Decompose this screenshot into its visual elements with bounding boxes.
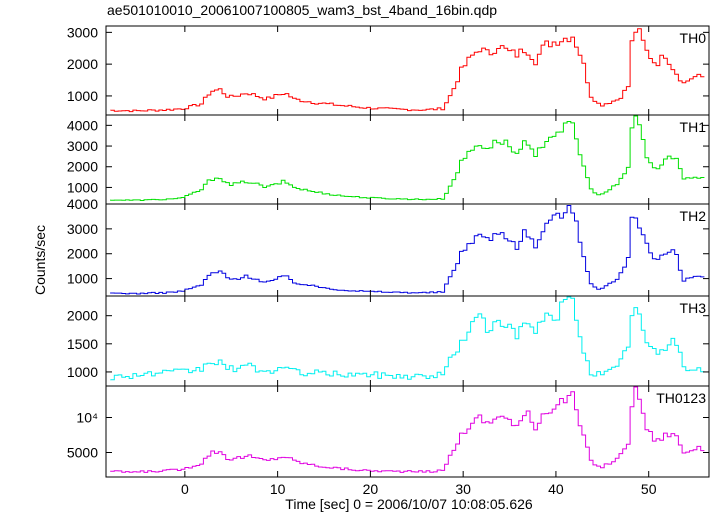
x-axis-label: Time [sec] 0 = 2006/10/07 10:08:05.626 — [285, 496, 533, 512]
series-line-th0123 — [110, 386, 705, 473]
chart-title: ae501010010_20061007100805_wam3_bst_4ban… — [107, 2, 498, 18]
panel-frame-th0 — [105, 25, 710, 116]
panel-frame-th1 — [105, 114, 710, 205]
y-tick-label: 1000 — [67, 88, 98, 104]
series-line-th0 — [110, 28, 705, 113]
series-label-th1: TH1 — [680, 119, 707, 135]
series-label-th0: TH0 — [680, 30, 707, 46]
x-tick-label: 0 — [181, 481, 189, 497]
y-tick-label: 2000 — [67, 308, 98, 324]
y-tick-label: 1000 — [67, 364, 98, 380]
y-tick-label: 5000 — [67, 445, 98, 461]
x-tick-label: 20 — [363, 481, 379, 497]
panel-frame-th3 — [105, 295, 710, 387]
x-tick-label: 30 — [455, 481, 471, 497]
panel-frame-th0123 — [105, 385, 710, 478]
y-tick-label: 3000 — [67, 24, 98, 40]
y-tick-label: 10⁴ — [76, 410, 98, 426]
y-tick-label: 3000 — [67, 138, 98, 154]
series-label-th2: TH2 — [680, 208, 707, 224]
y-tick-label: 1000 — [67, 179, 98, 195]
y-tick-label: 2000 — [67, 159, 98, 175]
y-tick-label: 3000 — [67, 221, 98, 237]
y-tick-label: 1000 — [67, 271, 98, 287]
y-tick-label: 2000 — [67, 246, 98, 262]
x-tick-label: 50 — [641, 481, 657, 497]
y-tick-label: 4000 — [67, 117, 98, 133]
panel-frame-th2 — [105, 203, 710, 297]
x-tick-label: 10 — [270, 481, 286, 497]
series-line-th3 — [110, 296, 705, 381]
x-tick-label: 40 — [548, 481, 564, 497]
series-label-th0123: TH0123 — [656, 390, 706, 406]
y-tick-label: 1500 — [67, 336, 98, 352]
y-tick-label: 2000 — [67, 56, 98, 72]
series-line-th1 — [110, 115, 705, 201]
series-line-th2 — [110, 205, 705, 295]
series-label-th3: TH3 — [680, 300, 707, 316]
y-tick-label: 4000 — [67, 196, 98, 212]
